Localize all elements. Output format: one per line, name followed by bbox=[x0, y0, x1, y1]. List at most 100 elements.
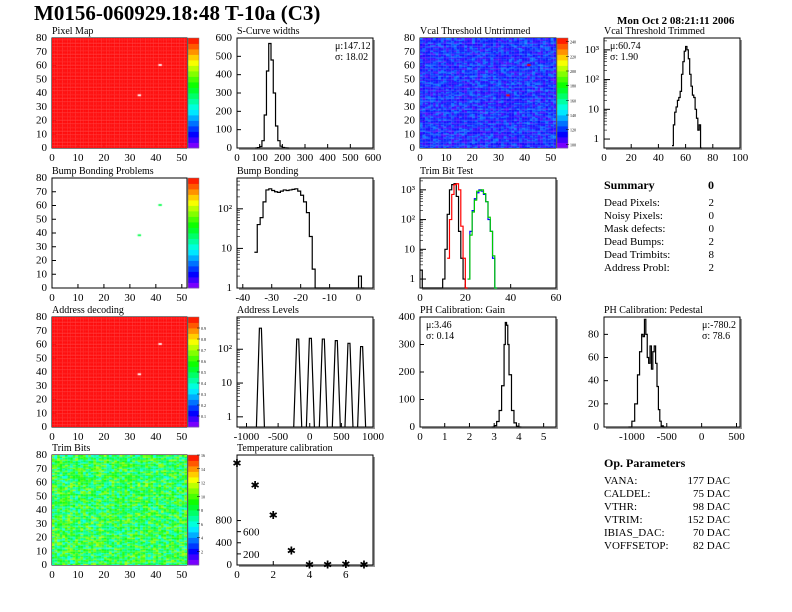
s-curve-widths-stat: σ: 18.02 bbox=[335, 52, 368, 63]
palette-segment bbox=[188, 266, 199, 272]
y-tick-label: 0 bbox=[410, 421, 416, 433]
palette-tick-label: 0.2 bbox=[201, 403, 206, 408]
y-tick-label: 200 bbox=[216, 105, 233, 117]
x-tick-label: 0 bbox=[234, 569, 240, 581]
palette-segment bbox=[188, 416, 199, 422]
palette-tick-label: 0.9 bbox=[201, 326, 206, 331]
palette-segment bbox=[188, 120, 199, 127]
y-tick-label: 1 bbox=[410, 273, 416, 285]
y-tick-label: 10² bbox=[585, 74, 600, 86]
y-tick-label: 20 bbox=[36, 532, 48, 544]
y-tick-label: 40 bbox=[588, 375, 600, 387]
palette-segment bbox=[188, 537, 199, 544]
address-levels-title: Address Levels bbox=[237, 305, 299, 316]
y-tick-label: 100 bbox=[399, 394, 416, 406]
row-label: VTHR: bbox=[604, 501, 637, 513]
address-levels-panel bbox=[236, 316, 375, 429]
x-tick-label: 30 bbox=[124, 292, 136, 304]
y-tick-label: 10 bbox=[36, 545, 48, 557]
palette-segment bbox=[188, 233, 199, 239]
data-point-marker: ✱ bbox=[287, 546, 296, 558]
palette-segment bbox=[188, 328, 199, 334]
data-point-marker: ✱ bbox=[269, 510, 278, 522]
palette-tick-label: 16 bbox=[201, 453, 205, 458]
address-level-peak bbox=[331, 340, 341, 428]
palette-segment bbox=[557, 71, 568, 77]
ph-calibration-gain-panel bbox=[419, 316, 558, 429]
x-tick-label: 40 bbox=[519, 152, 531, 164]
y-tick-label: 80 bbox=[404, 32, 416, 44]
date-stamp: Mon Oct 2 08:21:11 2006 bbox=[617, 15, 735, 27]
vcal-threshold-trimmed-title: Vcal Threshold Trimmed bbox=[604, 26, 705, 37]
palette-tick-label: 0.3 bbox=[201, 392, 206, 397]
plot-frame bbox=[603, 316, 741, 428]
palette-tick-label: 8 bbox=[201, 508, 203, 513]
plot-frame bbox=[419, 316, 557, 428]
palette-segment bbox=[557, 87, 568, 94]
op-parameters-row: CALDEL: 75 DAC bbox=[604, 488, 730, 501]
y-tick-label: 0 bbox=[594, 421, 600, 433]
bump-bonding-problems-cells bbox=[52, 178, 187, 288]
palette-segment bbox=[188, 488, 199, 494]
op-parameters-row: VOFFSETOP: 82 DAC bbox=[604, 540, 730, 553]
x-tick-label: 40 bbox=[150, 431, 162, 443]
palette-segment bbox=[188, 49, 199, 55]
y-tick-label: 10 bbox=[404, 243, 416, 255]
x-tick-label: 20 bbox=[626, 152, 638, 164]
palette-tick-label: 10 bbox=[201, 494, 205, 499]
palette-segment bbox=[188, 189, 199, 195]
palette-segment bbox=[188, 477, 199, 483]
x-tick-label: -500 bbox=[268, 431, 289, 443]
y-tick-label: 10² bbox=[401, 214, 416, 226]
palette-segment bbox=[188, 532, 199, 538]
color-palette bbox=[556, 37, 569, 149]
y-tick-label: 0 bbox=[42, 421, 48, 433]
x-tick-label: 80 bbox=[707, 152, 719, 164]
address-level-peak bbox=[357, 345, 367, 428]
x-tick-label: 40 bbox=[150, 569, 162, 581]
palette-segment bbox=[188, 521, 199, 527]
op-parameters-title: Op. Parameters bbox=[604, 456, 686, 470]
palette-segment bbox=[188, 76, 199, 83]
x-tick-label: 10 bbox=[441, 152, 453, 164]
palette-segment bbox=[557, 54, 568, 61]
x-tick-label: 30 bbox=[124, 152, 136, 164]
y-tick-label: 10 bbox=[221, 242, 233, 254]
palette-segment bbox=[188, 98, 199, 105]
y-tick-label: 200 bbox=[243, 549, 260, 561]
ph-calibration-gain-title: PH Calibration: Gain bbox=[420, 305, 505, 316]
palette-segment bbox=[188, 344, 199, 351]
y-tick-label: 20 bbox=[36, 255, 48, 267]
ph-calibration-pedestal-panel bbox=[603, 316, 742, 429]
op-parameters-panel: Op. Parameters VANA: 177 DAC CALDEL: 75 DAC… bbox=[604, 456, 730, 553]
y-tick-label: 30 bbox=[36, 241, 48, 253]
palette-segment bbox=[557, 120, 568, 127]
palette-segment bbox=[188, 277, 199, 283]
vcal-threshold-trimmed-stat: μ:60.74 bbox=[610, 41, 641, 52]
plot-frame bbox=[419, 177, 557, 289]
row-label: CALDEL: bbox=[604, 488, 651, 500]
vcal-threshold-untrimmed-cells bbox=[420, 38, 556, 148]
x-tick-label: 0 bbox=[307, 431, 313, 443]
bump-bonding-problems-title: Bump Bonding Problems bbox=[52, 166, 154, 177]
x-tick-label: 0 bbox=[417, 431, 423, 443]
x-tick-label: 0 bbox=[699, 431, 705, 443]
address-level-peak bbox=[344, 342, 354, 428]
palette-tick-label: 220 bbox=[570, 54, 576, 59]
x-tick-label: 500 bbox=[728, 431, 745, 443]
palette-segment bbox=[188, 200, 199, 206]
y-tick-label: 30 bbox=[36, 101, 48, 113]
palette-segment bbox=[188, 194, 199, 201]
palette-tick-label: 0.7 bbox=[201, 348, 206, 353]
plot-frame bbox=[603, 37, 741, 149]
row-label: VANA: bbox=[604, 475, 638, 487]
palette-segment bbox=[557, 109, 568, 116]
y-tick-label: 10 bbox=[404, 128, 416, 140]
palette-segment bbox=[557, 104, 568, 110]
palette-tick-label: 14 bbox=[201, 467, 205, 472]
y-tick-label: 40 bbox=[36, 504, 48, 516]
s-curve-widths-panel bbox=[236, 37, 375, 150]
op-parameters-row: VANA: 177 DAC bbox=[604, 475, 730, 488]
color-palette bbox=[187, 37, 200, 149]
palette-tick-label: 240 bbox=[570, 40, 576, 45]
